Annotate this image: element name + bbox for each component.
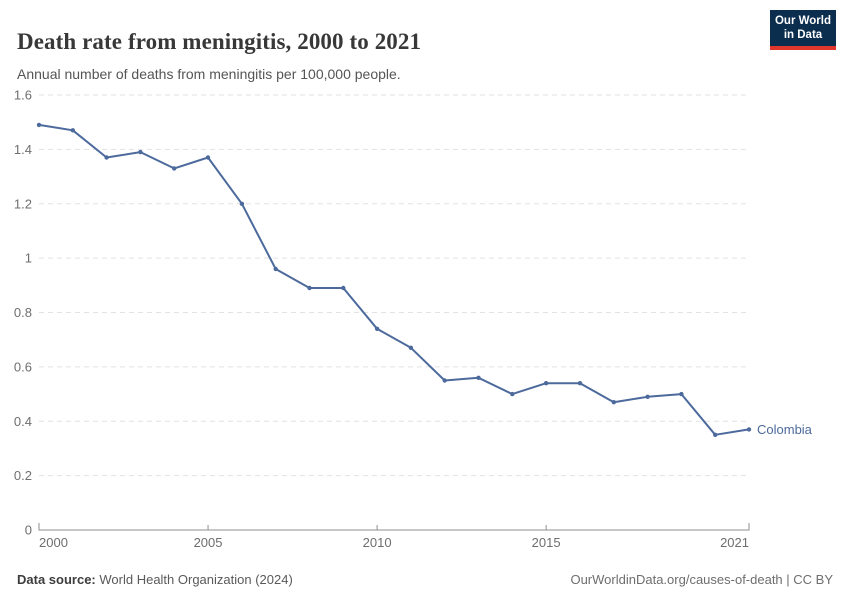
owid-logo-line1: Our World [774,14,831,27]
data-point[interactable] [408,345,414,350]
y-tick-label: 0.6 [14,359,32,374]
y-tick-label: 1.2 [14,196,32,211]
data-point[interactable] [746,427,752,432]
x-tick-label: 2000 [39,535,68,550]
attribution-link[interactable]: OurWorldinData.org/causes-of-death | CC … [570,572,833,587]
data-point[interactable] [307,285,312,291]
data-point[interactable] [104,155,109,160]
data-point[interactable] [645,394,650,399]
y-tick-label: 1.6 [14,88,32,103]
x-tick-label: 2010 [363,535,392,550]
data-point[interactable] [239,201,245,206]
y-tick-label: 0 [25,523,32,538]
y-tick-label: 1 [25,251,32,266]
series-end-label[interactable]: Colombia [757,422,813,437]
y-tick-label: 0.8 [14,305,32,320]
y-tick-label: 0.2 [14,468,32,483]
x-tick-label: 2015 [532,535,561,550]
data-point[interactable] [577,381,583,386]
x-tick-label: 2021 [720,535,749,550]
chart-footer: Data source: World Health Organization (… [17,572,833,587]
data-point[interactable] [36,122,42,128]
data-line [38,123,750,436]
chart-subtitle: Annual number of deaths from meningitis … [17,66,401,82]
data-source: Data source: World Health Organization (… [17,572,293,587]
chart-title: Death rate from meningitis, 2000 to 2021 [17,29,422,55]
data-point[interactable] [713,432,718,437]
data-point[interactable] [70,128,76,133]
data-point[interactable] [510,391,515,397]
data-source-text: World Health Organization (2024) [99,572,293,587]
data-point[interactable] [172,166,177,171]
data-point[interactable] [679,391,684,397]
data-point[interactable] [374,326,380,331]
y-tick-label: 0.4 [14,414,32,429]
data-point[interactable] [442,378,447,383]
data-point[interactable] [205,155,211,160]
data-point[interactable] [138,149,143,155]
data-point[interactable] [273,266,278,272]
data-point[interactable] [611,400,616,405]
y-tick-label: 1.4 [14,142,32,157]
data-source-label: Data source: [17,572,96,587]
data-point[interactable] [341,285,346,291]
data-point[interactable] [543,381,549,386]
x-tick-label: 2005 [194,535,223,550]
owid-logo-line2: in Data [783,29,823,41]
data-point[interactable] [476,375,481,380]
owid-logo[interactable]: Our World in Data [770,10,836,50]
